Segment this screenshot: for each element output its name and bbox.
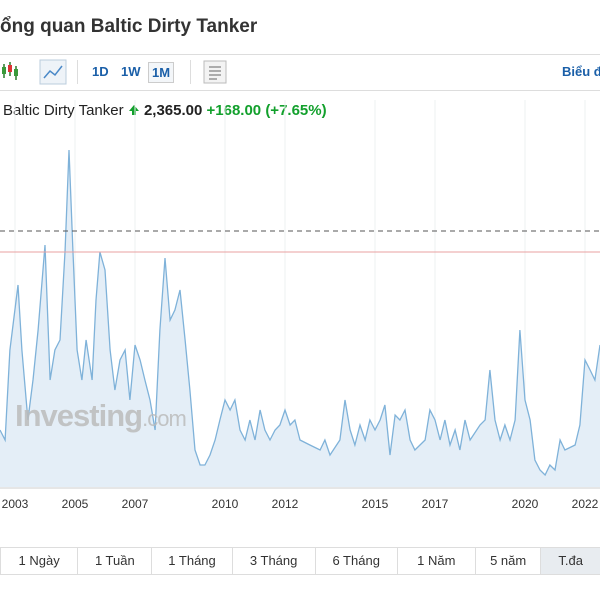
chart-type-icons[interactable] — [0, 58, 70, 86]
range-bar: 1 Ngày 1 Tuần 1 Tháng 3 Tháng 6 Tháng 1 Năm 5 … — [0, 547, 600, 575]
page-title: ổng quan Baltic Dirty Tanker — [0, 16, 258, 37]
x-tick-label: 2012 — [272, 497, 299, 511]
area — [0, 150, 600, 487]
range-button[interactable]: 6 Tháng — [314, 547, 398, 575]
separator — [77, 60, 78, 84]
range-button[interactable]: 1 Tháng — [151, 547, 233, 575]
range-button[interactable]: 5 năm — [474, 547, 542, 575]
x-tick-label: 2022 — [572, 497, 599, 511]
x-tick-label: 2010 — [212, 497, 239, 511]
change-percent: (+7.65%) — [265, 102, 327, 119]
interval-button[interactable]: 1D — [92, 64, 109, 79]
line — [0, 149, 600, 477]
settings-icon[interactable] — [203, 60, 227, 84]
x-tick-label: 2017 — [422, 497, 449, 511]
last-price: 2,365.00 — [143, 102, 203, 119]
range-button[interactable]: 3 Tháng — [231, 547, 316, 575]
chart-link[interactable]: Biểu đ — [562, 64, 600, 79]
instrument-name: Baltic Dirty Tanker — [3, 102, 124, 119]
chart: Investing.com 2003 2005 2007 2010 2012 2015 20… — [0, 100, 600, 511]
watermark-suffix: .com — [142, 406, 186, 431]
interval-button[interactable]: 1W — [121, 64, 141, 79]
change: +168.00 — [206, 102, 262, 119]
range-button[interactable]: 1 Ngày — [0, 547, 79, 575]
watermark: Investing.com — [15, 398, 186, 433]
up-arrow — [128, 105, 139, 115]
divider — [0, 90, 600, 91]
range-button[interactable]: 1 Năm — [396, 547, 476, 575]
x-tick-label: 2020 — [512, 497, 539, 511]
separator — [190, 60, 191, 84]
range-button[interactable]: T.đa — [540, 547, 600, 575]
x-tick-label: 2007 — [122, 497, 149, 511]
x-tick-label: 2003 — [2, 497, 29, 511]
x-tick-label: 2015 — [362, 497, 389, 511]
x-tick-label: 2005 — [62, 497, 89, 511]
interval-button[interactable]: 1M — [148, 62, 175, 83]
watermark-brand: Investing — [15, 398, 142, 433]
quote-line: Baltic Dirty Tanker 2,365.00 +168.00 (+7… — [3, 102, 327, 119]
divider — [0, 54, 600, 55]
range-button[interactable]: 1 Tuần — [77, 547, 153, 575]
